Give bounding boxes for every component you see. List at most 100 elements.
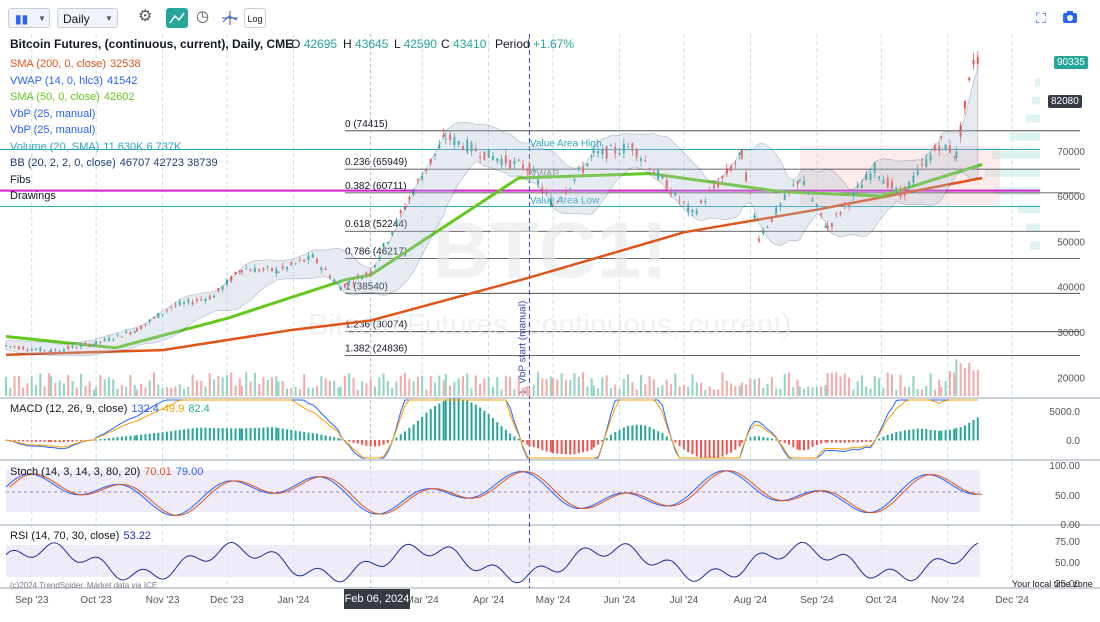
volume-bar	[691, 374, 694, 396]
volume-bar	[429, 376, 432, 396]
macd-histogram-bar	[704, 440, 707, 459]
macd-histogram-bar	[449, 398, 452, 441]
gear-icon: ⚙	[138, 8, 153, 25]
fib-level-label: 1 (38540)	[345, 281, 388, 292]
crosshair-price-tag: 82080	[1048, 95, 1082, 108]
legend-item[interactable]: SMA (50, 0, close) 42602	[10, 91, 138, 103]
fib-level-label: 0.382 (60711)	[345, 181, 407, 192]
candle-body	[517, 159, 520, 161]
candle-body	[678, 199, 681, 201]
macd-histogram-bar	[725, 440, 728, 455]
volume-bar	[92, 389, 95, 396]
macd-histogram-bar	[191, 428, 194, 441]
volume-bar	[895, 389, 898, 396]
macd-histogram-bar	[738, 440, 741, 447]
macd-histogram-bar	[925, 429, 928, 441]
candle-body	[71, 345, 74, 348]
fullscreen-button[interactable]: ⛶	[1036, 10, 1050, 25]
volume-bar	[687, 387, 690, 396]
volume-bar	[916, 388, 919, 396]
candle-body	[62, 349, 65, 351]
candle-body	[277, 272, 280, 274]
candle-body	[925, 158, 928, 167]
candle-body	[908, 181, 911, 188]
macd-histogram-bar	[399, 434, 402, 441]
volume-bar	[522, 387, 524, 396]
volume-bar	[648, 376, 651, 396]
volume-bar	[500, 389, 503, 396]
macd-histogram-bar	[721, 440, 724, 457]
legend-item[interactable]: VbP (25, manual)	[10, 108, 99, 120]
volume-profile-bar	[1026, 223, 1040, 232]
candle-body	[878, 176, 881, 179]
chart-type-button[interactable]: ▮▮ ▼	[8, 8, 50, 28]
macd-histogram-bar	[217, 428, 220, 441]
replay-button[interactable]: ◷	[193, 8, 215, 28]
macd-histogram-bar	[442, 401, 445, 441]
macd-histogram-bar	[80, 440, 83, 441]
candle-body	[483, 151, 486, 160]
candle-body	[968, 77, 971, 81]
candle-body	[730, 166, 733, 172]
volume-bar	[307, 387, 310, 396]
candle-body	[635, 148, 638, 158]
macd-histogram-bar	[457, 398, 460, 441]
candle-body	[221, 286, 224, 290]
macd-histogram-bar	[730, 440, 733, 453]
candle-body	[895, 187, 898, 192]
candle-body	[434, 154, 437, 156]
log-scale-button[interactable]: Log	[244, 8, 266, 28]
macd-histogram-bar	[500, 426, 503, 441]
volume-bar	[770, 377, 773, 396]
indicators-button[interactable]	[166, 8, 188, 28]
volume-bar	[461, 376, 464, 396]
volume-bar	[717, 389, 720, 396]
interval-select[interactable]: Daily ▼	[57, 8, 118, 28]
y-tick-label: 20000	[1057, 373, 1085, 384]
legend-item[interactable]: VbP (25, manual)	[10, 124, 99, 136]
settings-button[interactable]: ⚙	[135, 8, 157, 28]
legend-item[interactable]: BB (20, 2, 2, 0, close) 46707 42723 38739	[10, 157, 222, 169]
macd-histogram-bar	[749, 437, 752, 441]
macd-histogram-bar	[639, 424, 642, 441]
legend-item[interactable]: Drawings	[10, 190, 60, 202]
candle-body	[839, 212, 842, 215]
macd-histogram-bar	[522, 440, 524, 443]
legend-item[interactable]: VWAP (14, 0, hlc3) 41542	[10, 75, 142, 87]
macd-histogram-bar	[466, 400, 469, 441]
timezone-note[interactable]: Your local time zone	[1012, 579, 1093, 589]
candle-body	[573, 178, 576, 181]
macd-histogram-bar	[504, 429, 507, 441]
candle-body	[712, 184, 715, 189]
candle-body	[601, 148, 604, 155]
interval-label: Daily	[63, 12, 90, 26]
volume-bar	[438, 375, 441, 396]
candle-body	[13, 346, 16, 348]
volume-bar	[271, 377, 274, 396]
volume-bar	[509, 376, 512, 396]
candle-body	[213, 295, 216, 298]
legend-item[interactable]: Volume (20, SMA) 11.630K 6.737K	[10, 141, 185, 153]
legend-item[interactable]: Fibs	[10, 174, 35, 186]
volume-bar	[35, 385, 38, 396]
legend-item[interactable]: SMA (200, 0, close) 32538	[10, 58, 145, 70]
volume-bar	[549, 376, 552, 396]
compare-button[interactable]	[219, 8, 241, 28]
macd-histogram-bar	[734, 440, 737, 450]
macd-histogram-bar	[303, 432, 306, 441]
candle-body	[204, 298, 207, 302]
volume-bar	[792, 387, 795, 396]
candle-body	[466, 140, 469, 153]
sma50-line	[5, 162, 983, 350]
vwap-label: VWAP	[530, 169, 559, 180]
candle-body	[453, 136, 456, 146]
volume-bar	[757, 378, 760, 396]
screenshot-button[interactable]	[1062, 10, 1078, 24]
macd-histogram-bar	[328, 436, 331, 441]
macd-histogram-bar	[178, 430, 181, 441]
macd-histogram-bar	[779, 440, 782, 442]
stoch-d-line	[9, 470, 983, 516]
candle-body	[592, 150, 595, 153]
macd-histogram-bar	[788, 440, 791, 445]
